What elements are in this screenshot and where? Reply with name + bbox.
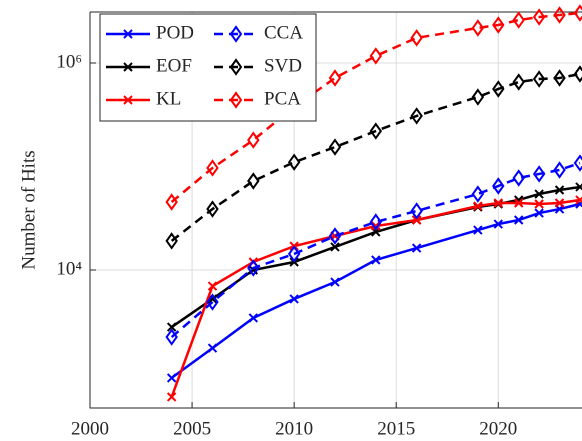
legend: POD EOF KL CCA SVD PCA [99,13,317,122]
data-point [532,70,546,88]
data-point [410,107,423,125]
data-point [553,69,566,87]
series-line [170,161,581,338]
series-line [170,72,581,242]
data-point [575,182,582,192]
data-point [247,131,260,149]
data-point [492,80,505,98]
data-point [553,161,566,179]
data-point [369,213,383,231]
data-point [471,88,485,106]
x-tick-label: 2020 [479,418,517,439]
data-point [328,227,342,245]
legend-label: KL [156,88,181,109]
series-line [170,11,581,203]
data-point [248,313,259,323]
y-tick-label: 10⁴ [56,258,82,279]
data-point [532,8,546,26]
data-point [287,245,301,263]
data-point [514,198,524,208]
data-point [207,343,218,353]
data-point [493,219,504,229]
data-point [289,294,299,304]
data-point [534,199,544,209]
data-point [165,193,178,211]
legend-label: EOF [156,55,192,76]
data-point [369,122,383,140]
legend-label: POD [156,22,194,43]
data-point [287,153,301,171]
data-point [206,293,219,311]
x-tick-label: 2015 [377,418,415,439]
data-point [410,202,423,220]
y-axis-label: Number of Hits [18,150,39,269]
legend-marker [123,29,133,39]
data-point [471,19,485,37]
legend-marker [123,62,133,72]
data-point [492,177,505,195]
x-tick-label: 2000 [71,418,109,439]
legend-marker [229,58,243,76]
data-point [512,73,525,91]
data-point [328,69,342,87]
y-tick-label: 10⁶ [56,51,82,72]
data-point [532,165,546,183]
legend-label: CCA [264,22,303,43]
data-point [534,189,544,199]
axes-frame [89,11,582,409]
data-point [207,281,218,291]
data-point [473,225,483,235]
legend-box [99,13,317,122]
data-point [165,328,178,346]
data-point [206,159,219,177]
legend-marker [229,91,243,109]
data-point [330,277,340,287]
data-point [471,185,485,203]
data-point [369,47,383,65]
data-point [554,185,565,195]
data-point [247,259,260,277]
data-point [554,198,565,208]
data-point [514,215,524,225]
data-point [575,195,582,205]
x-tick-label: 2005 [173,418,211,439]
legend-label: PCA [264,88,301,109]
data-point [411,215,422,225]
data-point [573,65,582,83]
data-point [411,243,422,253]
x-tick-label: 2010 [275,418,313,439]
data-point [493,198,504,208]
legend-marker [123,95,133,105]
data-point [166,373,177,383]
data-point [165,232,178,250]
data-point [371,221,381,231]
data-point [330,242,340,252]
data-point [512,169,525,187]
data-point [247,172,260,190]
data-point [573,154,582,172]
data-point [512,11,525,29]
data-point [166,322,177,332]
data-point [553,6,566,24]
data-point [166,392,177,402]
legend-marker [229,25,243,43]
data-point [206,200,219,218]
data-point [534,208,544,218]
data-point [573,4,582,22]
data-point [328,138,342,156]
data-point [473,201,483,211]
data-point [410,29,423,47]
data-point [492,16,505,34]
legend-label: SVD [264,55,302,76]
data-point [371,255,381,265]
